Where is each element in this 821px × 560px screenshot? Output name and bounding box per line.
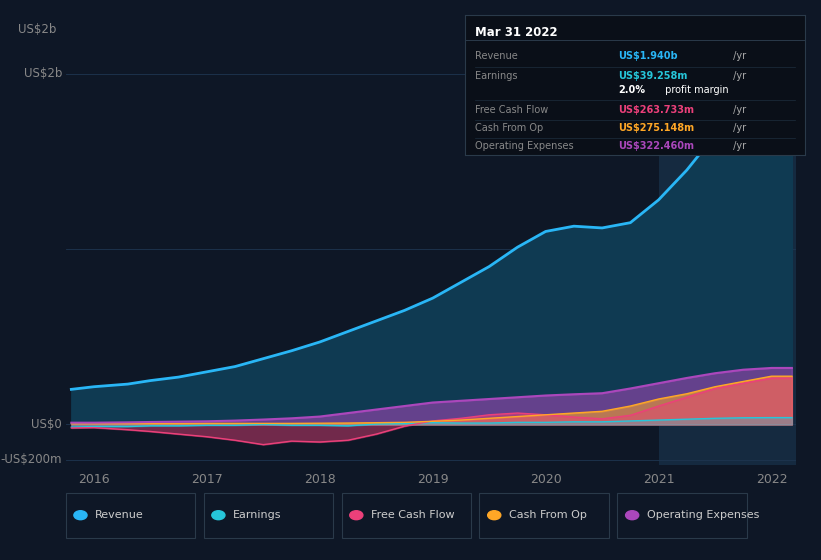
Text: Earnings: Earnings [233, 510, 282, 520]
Text: Revenue: Revenue [475, 52, 518, 62]
Text: /yr: /yr [730, 123, 746, 133]
Text: US$322.460m: US$322.460m [618, 141, 694, 151]
Text: US$275.148m: US$275.148m [618, 123, 694, 133]
Text: /yr: /yr [730, 71, 746, 81]
Text: Free Cash Flow: Free Cash Flow [475, 105, 548, 115]
Text: Mar 31 2022: Mar 31 2022 [475, 26, 557, 39]
Text: Operating Expenses: Operating Expenses [475, 141, 574, 151]
Text: Earnings: Earnings [475, 71, 518, 81]
Text: Cash From Op: Cash From Op [475, 123, 544, 133]
Text: US$1.940b: US$1.940b [618, 52, 677, 62]
Text: 2.0%: 2.0% [618, 85, 645, 95]
Bar [658, 56, 796, 465]
Text: US$2b: US$2b [18, 22, 57, 35]
Text: US$39.258m: US$39.258m [618, 71, 687, 81]
Text: US$0: US$0 [31, 418, 62, 431]
Text: /yr: /yr [730, 141, 746, 151]
Text: Operating Expenses: Operating Expenses [647, 510, 759, 520]
Text: Free Cash Flow: Free Cash Flow [371, 510, 455, 520]
Text: Cash From Op: Cash From Op [509, 510, 587, 520]
Text: profit margin: profit margin [663, 85, 729, 95]
Text: US$2b: US$2b [24, 67, 62, 80]
Text: /yr: /yr [730, 52, 746, 62]
Text: /yr: /yr [730, 105, 746, 115]
Text: US$263.733m: US$263.733m [618, 105, 694, 115]
Text: -US$200m: -US$200m [1, 453, 62, 466]
Text: Revenue: Revenue [95, 510, 144, 520]
